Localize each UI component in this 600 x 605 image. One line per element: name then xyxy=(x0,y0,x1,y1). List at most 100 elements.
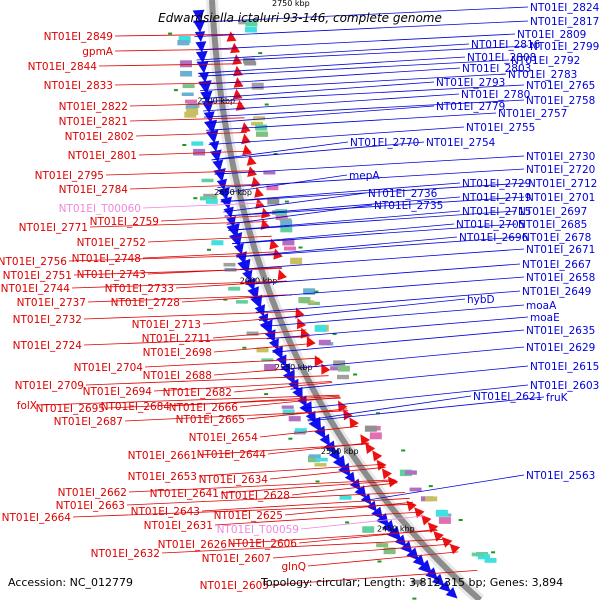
forward-gene-arrow xyxy=(371,506,383,520)
left-gene-label: NT01EI_2724 xyxy=(13,340,83,352)
rna-tick-mark xyxy=(264,103,269,106)
kbp-tick-top: 2750 kbp xyxy=(272,0,310,8)
forward-gene-arrow xyxy=(250,294,263,309)
right-gene-label: NT01EI_2603 xyxy=(530,380,599,392)
right-gene-label: NT01EI_2712 xyxy=(528,178,597,190)
right-leader-line xyxy=(224,196,525,217)
forward-gene-arrow xyxy=(382,519,395,534)
cog-feature-block xyxy=(275,215,288,220)
reverse-gene-arrow xyxy=(247,166,257,177)
cog-feature-block xyxy=(178,36,191,43)
right-gene-label: NT01EI_2808 xyxy=(467,52,536,64)
right-gene-label: NT01EI_2705 xyxy=(456,219,525,231)
right-leader-line xyxy=(280,346,525,371)
right-leader-line xyxy=(300,384,529,410)
forward-gene-arrow xyxy=(418,559,432,574)
right-gene-label: NT01EI_2615 xyxy=(530,361,599,373)
cog-feature-block xyxy=(191,141,204,146)
left-gene-label: NT01EI_2752 xyxy=(77,237,146,249)
forward-gene-arrow xyxy=(305,410,316,423)
forward-gene-arrow xyxy=(193,19,206,33)
right-leader-line xyxy=(217,168,525,188)
forward-gene-arrow xyxy=(223,206,234,219)
left-leader-line xyxy=(129,117,245,122)
reverse-gene-arrow xyxy=(387,476,398,488)
left-gene-label: NT01EI_2849 xyxy=(44,31,113,43)
right-leader-line xyxy=(214,155,525,175)
cog-feature-block xyxy=(251,82,264,90)
left-leader-line xyxy=(142,202,263,209)
left-gene-label: NT01EI_2711 xyxy=(142,333,211,345)
right-leader-line xyxy=(255,290,521,313)
forward-gene-arrow xyxy=(376,512,390,527)
reverse-gene-arrow xyxy=(343,409,353,421)
rna-tick-mark xyxy=(315,480,320,483)
forward-gene-arrow xyxy=(332,455,346,470)
left-gene-label: NT01EI_2631 xyxy=(144,520,213,532)
label-leader-lines xyxy=(38,6,545,586)
left-gene-label: NT01EI_2756 xyxy=(0,256,67,268)
left-gene-label: NT01EI_2709 xyxy=(15,380,84,392)
reverse-gene-arrow xyxy=(433,531,444,542)
rna-tick-mark xyxy=(284,200,289,203)
left-gene-label: NT01EI_2733 xyxy=(105,283,174,295)
right-gene-label: NT01EI_2735 xyxy=(374,200,443,212)
kbp-tick-label: 2550 kbp xyxy=(275,363,313,372)
left-gene-label: NT01EI_2751 xyxy=(3,270,72,282)
right-leader-line xyxy=(228,210,461,231)
right-gene-label: NT01EI_2809 xyxy=(517,29,586,41)
left-gene-label: NT01EI_2732 xyxy=(13,314,82,326)
forward-gene-arrow xyxy=(328,448,341,462)
rna-tick-mark xyxy=(298,246,303,249)
genome-stats-text: Topology: circular; Length: 3,812,315 bp… xyxy=(260,576,563,589)
rna-tick-mark xyxy=(376,412,380,415)
left-leader-line xyxy=(198,463,384,477)
right-leader-line xyxy=(200,73,507,91)
right-leader-line xyxy=(220,182,461,203)
forward-gene-arrow xyxy=(195,41,207,53)
left-leader-line xyxy=(128,479,396,493)
reverse-gene-arrow xyxy=(254,187,264,198)
left-gene-label: NT01EI_2682 xyxy=(163,387,232,399)
left-gene-label: NT01EI_2687 xyxy=(54,416,123,428)
cog-feature-block xyxy=(315,457,328,462)
cog-feature-block xyxy=(425,496,438,502)
accession-text: Accession: NC_012779 xyxy=(8,576,133,589)
cog-feature-block xyxy=(261,358,274,362)
left-gene-label: gpmA xyxy=(82,46,114,58)
right-gene-label: NT01EI_2629 xyxy=(526,342,595,354)
rna-tick-mark xyxy=(264,393,269,396)
right-gene-label: NT01EI_2729 xyxy=(462,178,531,190)
reverse-gene-arrow xyxy=(381,468,392,480)
right-leader-line xyxy=(224,196,461,217)
right-leader-line xyxy=(211,141,425,161)
cog-feature-block xyxy=(244,26,257,33)
left-leader-line xyxy=(147,267,282,275)
cog-feature-block xyxy=(435,509,448,517)
left-leader-line xyxy=(259,425,358,438)
reverse-gene-arrow xyxy=(349,417,359,429)
cog-feature-block xyxy=(282,239,295,246)
forward-gene-arrow xyxy=(226,216,236,228)
left-gene-label: NT01EI_2704 xyxy=(74,362,144,374)
cog-feature-block xyxy=(205,198,218,204)
cog-feature-block xyxy=(177,39,190,46)
rna-tick-mark xyxy=(345,521,350,524)
right-leader-line xyxy=(201,81,435,100)
left-leader-line xyxy=(129,184,258,190)
right-gene-label: NT01EI_2780 xyxy=(461,89,530,101)
right-gene-label: NT01EI_2817 xyxy=(530,16,599,28)
left-gene-label: NT01EI_T00060 xyxy=(59,203,141,215)
right-gene-label: NT01EI_2755 xyxy=(466,122,535,134)
right-leader-line xyxy=(232,223,517,245)
reverse-gene-arrow xyxy=(449,543,461,555)
left-gene-label: NT01EI_2626 xyxy=(158,539,228,551)
left-leader-line xyxy=(228,530,438,545)
left-leader-line xyxy=(220,480,396,494)
left-gene-label: NT01EI_2634 xyxy=(199,474,269,486)
reverse-gene-arrow xyxy=(414,507,425,519)
reverse-gene-arrow xyxy=(242,144,253,156)
right-gene-label: NT01EI_2799 xyxy=(530,41,599,53)
left-gene-label: NT01EI_2771 xyxy=(19,222,88,234)
reverse-gene-arrow xyxy=(360,434,370,446)
